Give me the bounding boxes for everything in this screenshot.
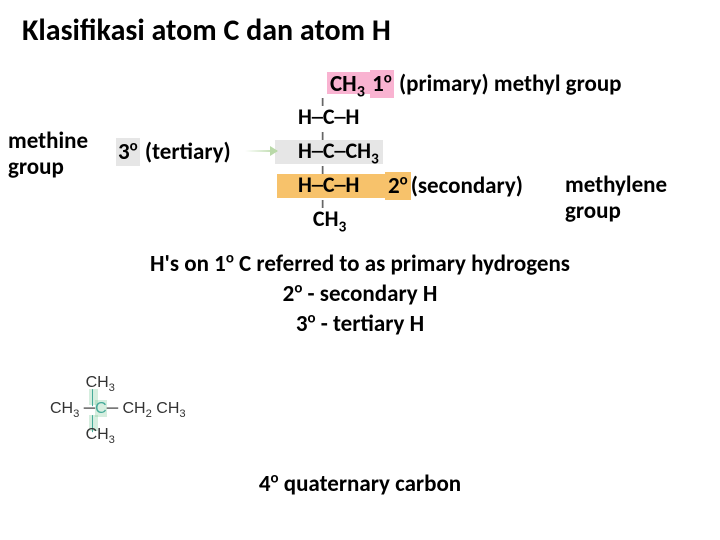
quaternary-molecule: CH3 │ CH3 ─C─ CH2 CH3 │ CH3 [50,375,186,445]
tertiary-arrow [245,150,277,152]
explain-line-1: H's on 1o C referred to as primary hydro… [0,250,720,280]
methyl-group-text: methyl group [489,70,622,98]
struct-row-4: H─C─H [298,174,379,200]
methylene-label: methylenegroup [565,172,667,225]
struct-row-3: H─C─CH3 [298,140,379,166]
explanation-block: H's on 1o C referred to as primary hydro… [0,250,720,340]
struct-row-2: H─C─H [298,106,379,132]
primary-text: (primary) [394,70,489,98]
methine-label: methinegroup [8,128,88,181]
tertiary-num: 3o [116,138,140,166]
secondary-num: 2o [385,172,411,200]
mol-bot: CH3 [50,427,186,445]
main-structure: | H─C─H | H─C─CH3 | H─C─H | CH3 [298,68,379,234]
quaternary-label: 4o quaternary carbon [0,470,720,498]
methine-text: methinegroup [8,127,88,181]
struct-row-5: CH3 [298,208,379,234]
vbond [298,68,379,98]
tertiary-text: (tertiary) [140,138,231,166]
slide-title: Klasifikasi atom C dan atom H [22,12,391,49]
secondary-text: (secondary) [411,172,523,200]
secondary-label: 2o(secondary) [385,172,523,200]
explain-line-2: 2o - secondary H [0,280,720,310]
tertiary-label: 3o (tertiary) [116,138,231,166]
explain-line-3: 3o - tertiary H [0,310,720,340]
